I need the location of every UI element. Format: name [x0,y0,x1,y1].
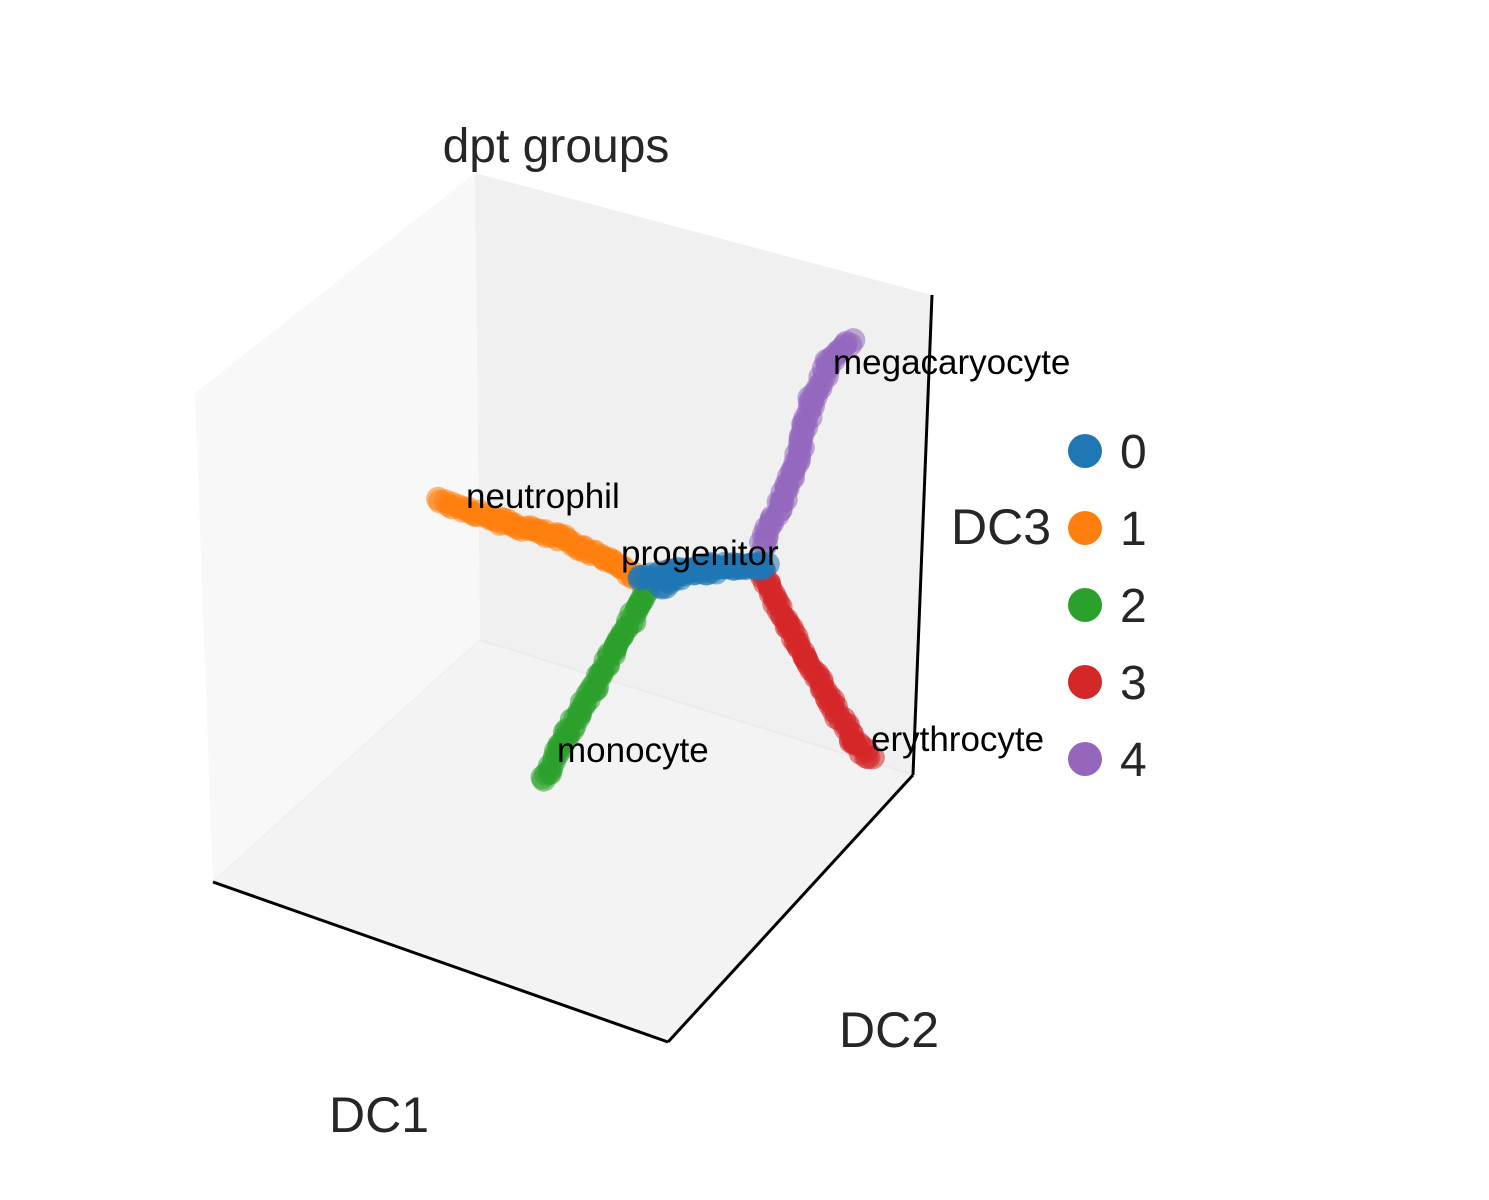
annotation-monocyte: monocyte [557,731,709,770]
series-2-points [530,578,660,792]
data-point [860,745,885,770]
dc1-axis-label: DC1 [329,1087,429,1143]
annotation-erythrocyte: erythrocyte [871,720,1044,759]
data-points [426,328,885,792]
annotation-megacaryocyte: megacaryocyte [833,343,1070,382]
legend-marker-0 [1068,434,1102,468]
data-point [530,765,555,790]
legend-label-3: 3 [1120,657,1147,710]
dc2-axis-line [666,773,915,1044]
legend-label-0: 0 [1120,426,1147,479]
dc3-axis-line [911,294,934,776]
legend-marker-2 [1068,588,1102,622]
series-1-points [426,486,648,590]
series-0-points [627,551,780,600]
legend-marker-3 [1068,665,1102,699]
annotation-progenitor: progenitor [621,534,779,573]
pane-edge [479,639,914,776]
series-3-points [749,559,885,770]
axis-lines [212,294,934,1044]
back-right-pane [475,173,932,775]
pane-edge [212,639,481,883]
data-point [650,575,674,600]
axes-panes [195,173,932,1042]
series-4-points [749,328,866,558]
legend-label-2: 2 [1120,580,1147,633]
dc2-axis-label: DC2 [839,1002,939,1058]
legend: 0 1 2 3 4 [1068,426,1147,787]
legend-label-4: 4 [1120,734,1147,787]
legend-marker-4 [1068,742,1102,776]
branch-annotations: neutrophil progenitor megacaryocyte mono… [466,343,1070,770]
dc1-axis-line [212,880,669,1044]
legend-label-1: 1 [1120,503,1147,556]
dc3-axis-label: DC3 [951,499,1051,555]
data-point [841,328,866,353]
legend-marker-1 [1068,511,1102,545]
left-pane [195,173,480,882]
floor-pane [213,640,913,1042]
chart-title: dpt groups [443,120,670,173]
annotation-neutrophil: neutrophil [466,477,620,516]
